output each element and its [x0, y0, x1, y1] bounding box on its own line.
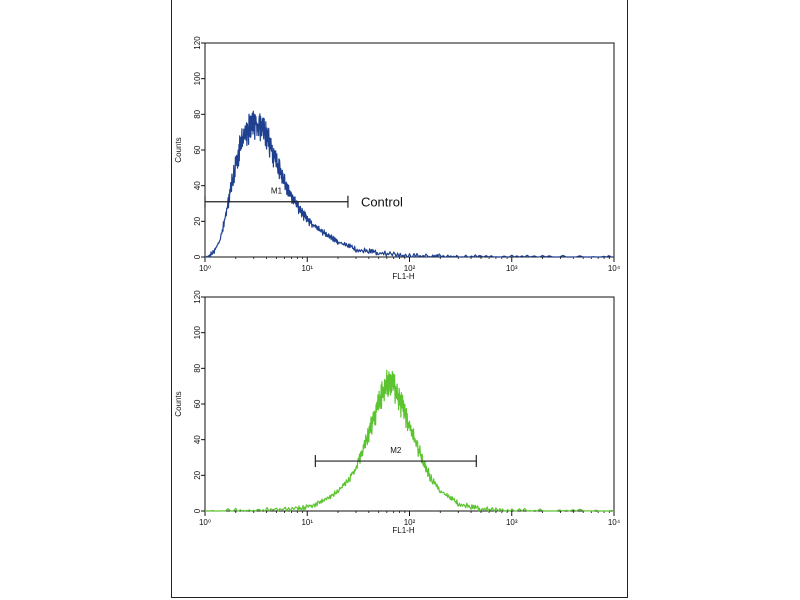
top-histogram-y-tick-label: 60	[193, 145, 202, 154]
top-histogram-y-tick-label: 80	[193, 109, 202, 118]
bottom-histogram-series-line	[204, 369, 615, 512]
top-histogram-series-line	[205, 110, 614, 258]
bottom-histogram-x-tick-label: 10¹	[301, 518, 313, 527]
top-histogram-marker-label: M1	[271, 187, 283, 196]
bottom-histogram-marker-label: M2	[390, 446, 402, 455]
bottom-histogram-y-tick-label: 0	[193, 508, 202, 513]
bottom-histogram-x-tick-label: 10⁴	[608, 518, 621, 527]
top-histogram-x-tick-label: 10³	[506, 264, 518, 273]
top-histogram-y-tick-label: 20	[193, 216, 202, 225]
top-histogram-x-tick-label: 10¹	[301, 264, 313, 273]
top-histogram-x-axis-label: FL1-H	[392, 272, 414, 281]
bottom-histogram-y-tick-label: 100	[193, 325, 202, 339]
top-histogram-y-tick-label: 0	[193, 254, 202, 259]
top-histogram-y-tick-label: 40	[193, 181, 202, 190]
top-histogram-annotation: Control	[361, 195, 403, 210]
top-histogram-y-tick-label: 120	[193, 36, 202, 50]
bottom-histogram-plot-frame	[204, 296, 615, 512]
top-histogram-x-tick-label: 10²	[404, 264, 416, 273]
bottom-histogram-y-tick-label: 60	[193, 399, 202, 408]
bottom-histogram-y-tick-label: 20	[193, 470, 202, 479]
top-histogram-plot-frame	[204, 42, 615, 258]
top-histogram-x-tick-label: 10⁴	[608, 264, 621, 273]
top-histogram-y-tick-label: 100	[193, 71, 202, 85]
bottom-histogram-y-axis-label: Counts	[174, 391, 183, 416]
bottom-histogram-x-axis-label: FL1-H	[392, 526, 414, 535]
bottom-histogram-y-tick-label: 120	[193, 290, 202, 304]
bottom-histogram-x-tick-label: 10⁰	[199, 518, 211, 527]
bottom-histogram-x-tick-label: 10³	[506, 518, 518, 527]
bottom-histogram-y-tick-label: 80	[193, 363, 202, 372]
top-histogram-x-tick-label: 10⁰	[199, 264, 211, 273]
top-histogram-y-axis-label: Counts	[174, 137, 183, 162]
bottom-histogram-y-tick-label: 40	[193, 435, 202, 444]
bottom-histogram-x-tick-label: 10²	[404, 518, 416, 527]
figure-frame	[171, 0, 628, 598]
